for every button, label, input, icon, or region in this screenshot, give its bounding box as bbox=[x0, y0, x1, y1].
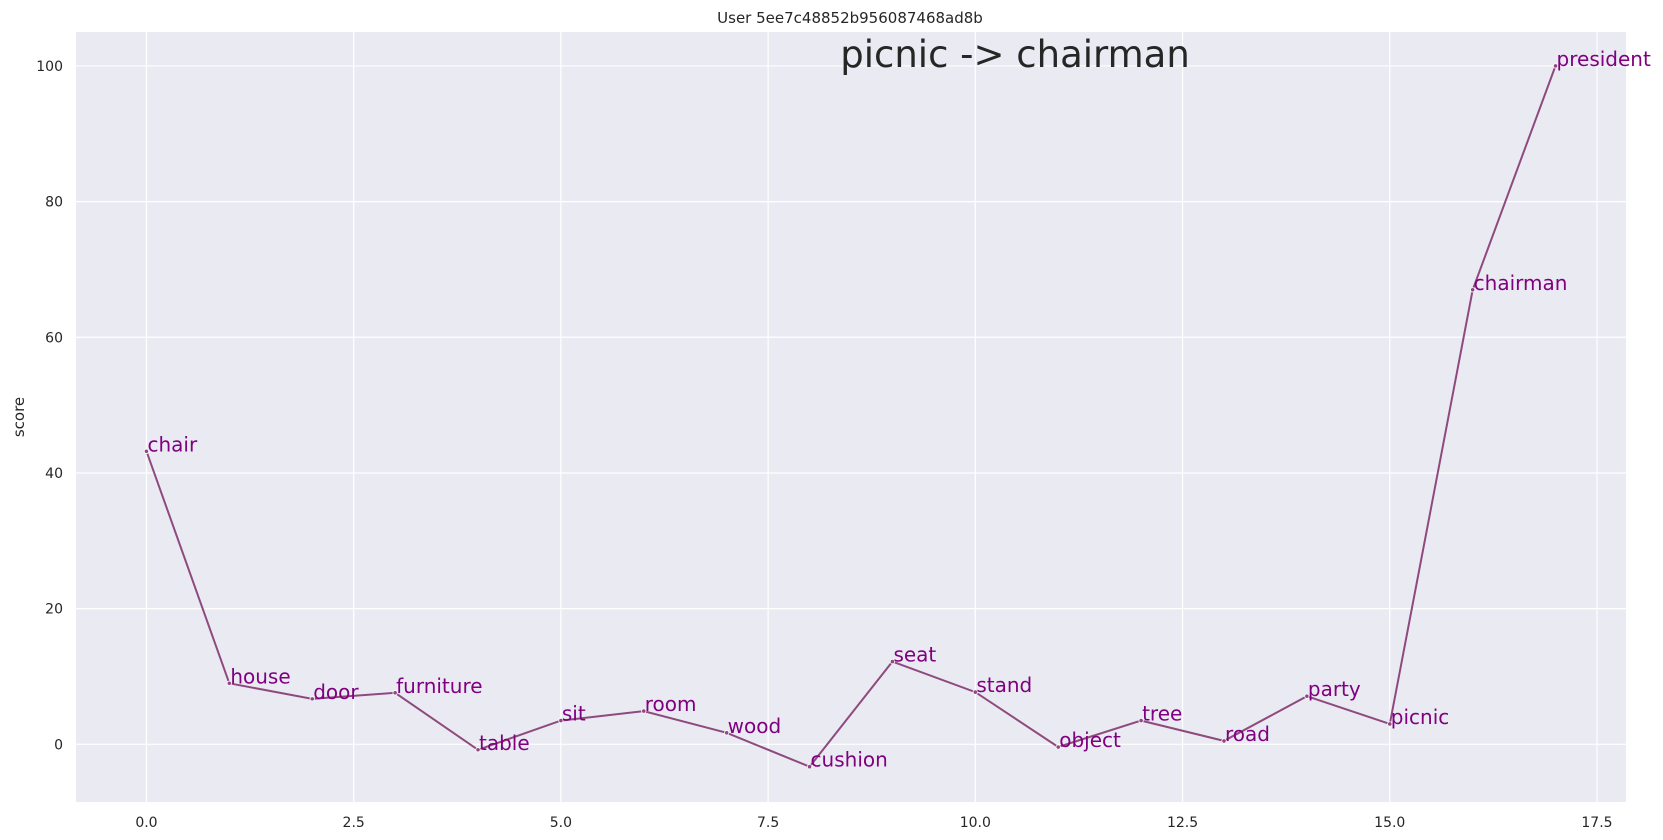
data-point bbox=[641, 708, 647, 714]
data-point-label: house bbox=[230, 664, 290, 688]
data-point bbox=[1221, 738, 1227, 744]
data-point bbox=[1387, 721, 1393, 727]
data-point-label: chair bbox=[147, 432, 197, 456]
y-tick-label: 0 bbox=[54, 737, 63, 753]
x-tick-label: 15.0 bbox=[1374, 815, 1405, 831]
data-point-label: picnic bbox=[1391, 705, 1449, 729]
data-point bbox=[309, 696, 315, 702]
y-tick-label: 100 bbox=[36, 59, 63, 75]
data-point-label: furniture bbox=[396, 674, 482, 698]
data-point-label: wood bbox=[728, 714, 782, 738]
data-point-label: stand bbox=[976, 673, 1032, 697]
data-point-label: tree bbox=[1142, 702, 1182, 726]
data-point bbox=[143, 448, 150, 454]
plot-area bbox=[76, 32, 1626, 802]
chart-annotation: picnic -> chairman bbox=[840, 33, 1190, 76]
data-point bbox=[972, 689, 978, 695]
data-point-label: party bbox=[1308, 677, 1361, 701]
x-tick-label: 0.0 bbox=[135, 815, 157, 831]
x-tick-label: 5.0 bbox=[550, 815, 572, 831]
data-point-label: road bbox=[1225, 722, 1270, 746]
data-point bbox=[724, 730, 730, 736]
y-tick-label: 80 bbox=[45, 195, 63, 211]
data-point bbox=[558, 717, 564, 724]
data-point bbox=[889, 658, 896, 665]
data-point bbox=[392, 690, 398, 696]
point-labels: chair house door furniture table sit room wood c… bbox=[147, 47, 1651, 772]
data-point-label: room bbox=[645, 692, 697, 716]
data-point-label: cushion bbox=[811, 748, 888, 772]
x-tick-label: 10.0 bbox=[960, 815, 991, 831]
data-point-label: sit bbox=[562, 702, 586, 726]
y-axis-label: score bbox=[10, 397, 28, 437]
x-tick-label: 12.5 bbox=[1167, 815, 1198, 831]
y-tick-label: 40 bbox=[45, 466, 63, 482]
y-tick-label: 60 bbox=[45, 330, 63, 346]
chart-title: User 5ee7c48852b956087468ad8b bbox=[717, 9, 983, 27]
data-point-label: object bbox=[1059, 728, 1121, 752]
y-tick-label: 20 bbox=[45, 602, 63, 618]
axis-ticks: 0.0 2.5 5.0 7.5 10.0 12.5 15.0 17.5 0 20 40 60 80 100 bbox=[36, 59, 1612, 831]
x-tick-label: 17.5 bbox=[1581, 815, 1612, 831]
data-point-label: seat bbox=[893, 643, 936, 667]
grid bbox=[76, 32, 1626, 802]
data-point bbox=[806, 764, 813, 770]
x-tick-label: 7.5 bbox=[757, 815, 779, 831]
x-tick-label: 2.5 bbox=[343, 815, 365, 831]
data-point bbox=[226, 680, 232, 686]
data-point bbox=[475, 747, 481, 753]
data-point-label: president bbox=[1557, 47, 1651, 71]
data-point-label: door bbox=[313, 680, 359, 704]
data-point bbox=[1470, 287, 1476, 293]
data-point-label: chairman bbox=[1474, 271, 1568, 295]
data-point bbox=[1304, 693, 1310, 699]
point-markers bbox=[143, 63, 1559, 770]
series-line bbox=[145, 65, 1557, 768]
data-point bbox=[1055, 744, 1061, 750]
data-point bbox=[1138, 717, 1144, 724]
data-point-label: table bbox=[479, 731, 530, 755]
data-point bbox=[1552, 63, 1559, 69]
